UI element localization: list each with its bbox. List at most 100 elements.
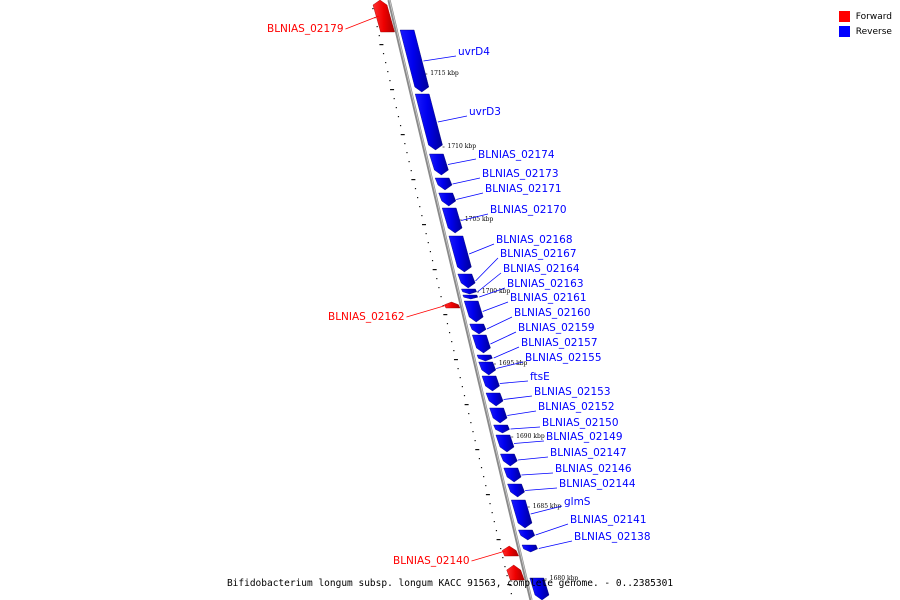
gene-block-BLNIAS_02170[interactable] [441,207,463,234]
track-dot [483,476,485,478]
leader-line-BLNIAS_02174 [447,158,477,165]
gene-label-uvrD4[interactable]: uvrD4 [458,46,490,58]
track-dot [496,539,501,541]
gene-label-BLNIAS_02179[interactable]: BLNIAS_02179 [267,23,344,35]
gene-block-BLNIAS_02141[interactable] [518,529,536,541]
genome-caption: Bifidobacterium longum subsp. longum KAC… [226,578,674,589]
gene-label-BLNIAS_02167[interactable]: BLNIAS_02167 [500,248,577,260]
gene-label-BLNIAS_02155[interactable]: BLNIAS_02155 [525,352,602,364]
gene-block-BLNIAS_02171[interactable] [438,192,457,207]
leader-line-BLNIAS_02153 [503,395,533,400]
gene-label-BLNIAS_02163[interactable]: BLNIAS_02163 [507,278,584,290]
gene-block-BLNIAS_02160[interactable] [469,323,487,335]
gene-label-BLNIAS_02141[interactable]: BLNIAS_02141 [570,514,647,526]
gene-label-BLNIAS_02162[interactable]: BLNIAS_02162 [328,311,405,323]
legend-reverse: Reverse [838,24,892,39]
legend: Forward Reverse [838,9,892,39]
leader-line-BLNIAS_02157 [493,346,520,359]
leader-line-ftsE [499,380,529,384]
scale-tick-label: 1705 kbp [465,216,494,223]
leader-line-BLNIAS_02150 [510,426,541,430]
gene-label-BLNIAS_02157[interactable]: BLNIAS_02157 [521,337,598,349]
track-dot [440,296,442,298]
gene-block-uvrD3[interactable] [414,93,443,151]
track-dot [453,359,458,361]
gene-block-uvrD4[interactable] [399,29,430,93]
gene-label-BLNIAS_02146[interactable]: BLNIAS_02146 [555,463,632,475]
gene-block-BLNIAS_02163[interactable] [462,294,479,300]
gene-block-BLNIAS_02138[interactable] [521,544,538,553]
gene-label-BLNIAS_02147[interactable]: BLNIAS_02147 [550,447,627,459]
gene-block-BLNIAS_02167[interactable] [457,273,476,289]
gene-label-uvrD3[interactable]: uvrD3 [469,106,501,118]
gene-block-BLNIAS_02147[interactable] [500,453,518,467]
gene-label-BLNIAS_02140[interactable]: BLNIAS_02140 [393,555,470,567]
track-dot [400,134,405,136]
gene-block-BLNIAS_02159[interactable] [472,334,491,354]
gene-label-BLNIAS_02174[interactable]: BLNIAS_02174 [478,149,555,161]
gene-label-BLNIAS_02168[interactable]: BLNIAS_02168 [496,234,573,246]
track-dot [448,332,451,334]
leader-line-BLNIAS_02155 [496,361,524,369]
track-dot [389,80,391,82]
leader-line-BLNIAS_02147 [517,456,549,461]
gene-block-BLNIAS_02146[interactable] [503,467,522,483]
scale-tick-label: 1690 kbp [516,433,545,440]
forward-swatch [838,11,850,22]
gene-block-glmS[interactable] [511,499,533,529]
legend-reverse-label: Reverse [855,26,892,37]
gene-block-BLNIAS_02144[interactable] [507,483,525,498]
gene-label-BLNIAS_02173[interactable]: BLNIAS_02173 [482,168,559,180]
gene-label-BLNIAS_02164[interactable]: BLNIAS_02164 [503,263,580,275]
leader-line-BLNIAS_02162 [406,304,448,318]
gene-block-BLNIAS_02140[interactable] [501,545,519,557]
gene-block-BLNIAS_02153[interactable] [485,392,504,407]
gene-label-BLNIAS_02149[interactable]: BLNIAS_02149 [546,431,623,443]
gene-block-BLNIAS_02152[interactable] [489,407,508,424]
gene-block-BLNIAS_02149[interactable] [495,434,515,453]
gene-block-BLNIAS_02161[interactable] [463,300,484,323]
track-dot [451,341,453,343]
gene-label-BLNIAS_02171[interactable]: BLNIAS_02171 [485,183,562,195]
track-dot [436,278,438,280]
gene-label-glmS[interactable]: glmS [564,496,591,508]
gene-block-BLNIAS_02173[interactable] [434,177,453,191]
track-dot [464,404,469,406]
gene-block-partial-forward[interactable] [506,564,525,581]
track-dot [457,368,459,370]
gene-label-BLNIAS_02153[interactable]: BLNIAS_02153 [534,386,611,398]
gene-block-BLNIAS_02162[interactable] [444,301,461,309]
track-dot [432,269,437,271]
track-dot [421,215,423,217]
gene-block-BLNIAS_02174[interactable] [429,153,449,176]
gene-block-BLNIAS_02157[interactable] [476,354,493,362]
gene-block-ftsE[interactable] [481,375,500,392]
gene-label-ftsE[interactable]: ftsE [530,371,550,383]
track-dot [438,287,440,289]
track-dot [475,449,480,451]
leader-line-BLNIAS_02159 [490,331,517,345]
track-dot [507,584,512,586]
track-dot [446,323,449,325]
track-dot [472,431,474,433]
gene-label-BLNIAS_02152[interactable]: BLNIAS_02152 [538,401,615,413]
gene-block-BLNIAS_02168[interactable] [448,235,472,273]
gene-block-BLNIAS_02164[interactable] [461,288,477,295]
gene-block-partial-reverse[interactable] [529,577,550,600]
gene-block-BLNIAS_02179[interactable] [372,0,395,33]
gene-label-BLNIAS_02161[interactable]: BLNIAS_02161 [510,292,587,304]
track-dot [382,53,385,55]
track-dot [385,62,387,64]
gene-block-BLNIAS_02155[interactable] [478,361,497,376]
gene-label-BLNIAS_02138[interactable]: BLNIAS_02138 [574,531,651,543]
backbone-line [387,0,533,600]
gene-label-BLNIAS_02150[interactable]: BLNIAS_02150 [542,417,619,429]
gene-label-BLNIAS_02159[interactable]: BLNIAS_02159 [518,322,595,334]
leader-line-BLNIAS_02149 [513,440,545,444]
gene-label-BLNIAS_02170[interactable]: BLNIAS_02170 [490,204,567,216]
gene-label-BLNIAS_02144[interactable]: BLNIAS_02144 [559,478,636,490]
leader-line-BLNIAS_02167 [475,257,499,282]
gene-block-BLNIAS_02150[interactable] [493,424,510,434]
track-dot [480,467,483,469]
gene-label-BLNIAS_02160[interactable]: BLNIAS_02160 [514,307,591,319]
